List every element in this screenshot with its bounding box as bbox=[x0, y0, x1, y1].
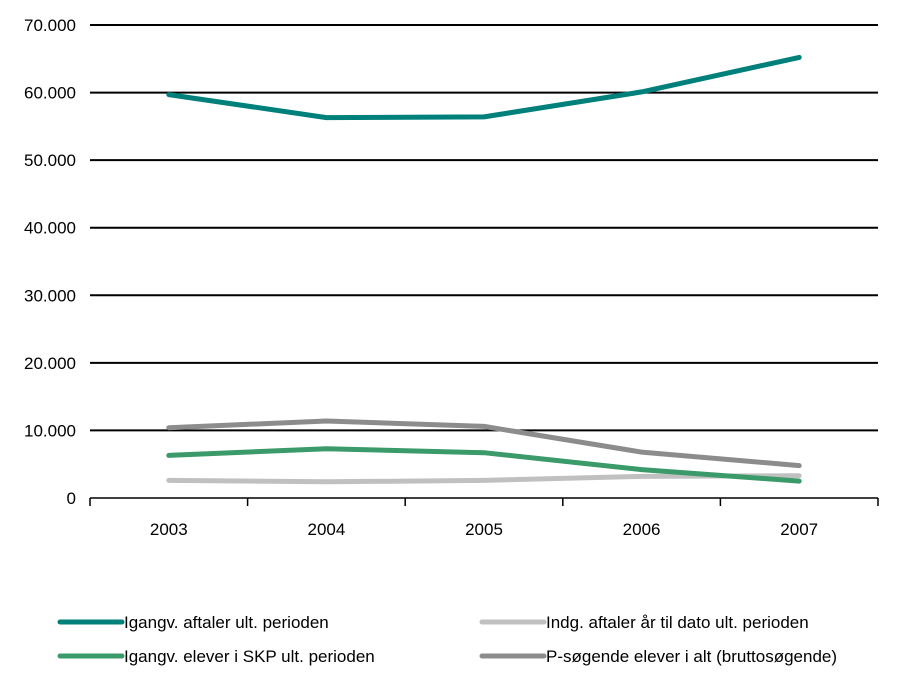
y-tick-label: 70.000 bbox=[24, 16, 76, 35]
x-tick-label: 2007 bbox=[780, 520, 818, 539]
y-tick-label: 40.000 bbox=[24, 219, 76, 238]
y-tick-label: 50.000 bbox=[24, 151, 76, 170]
legend-label: P-søgende elever i alt (bruttosøgende) bbox=[546, 647, 837, 666]
legend: Igangv. aftaler ult. perioden Indg. aftal… bbox=[57, 613, 837, 666]
x-tick-label: 2006 bbox=[623, 520, 661, 539]
x-axis-tick-labels: 2003 2004 2005 2006 2007 bbox=[150, 520, 818, 539]
series-line bbox=[166, 446, 802, 484]
y-tick-label: 10.000 bbox=[24, 421, 76, 440]
series-line bbox=[166, 54, 802, 121]
y-tick-label: 60.000 bbox=[24, 84, 76, 103]
series-line bbox=[166, 473, 802, 485]
legend-label: Indg. aftaler år til dato ult. perioden bbox=[546, 613, 809, 632]
axes bbox=[89, 497, 879, 506]
x-tick-label: 2004 bbox=[307, 520, 345, 539]
x-tick-label: 2005 bbox=[465, 520, 503, 539]
legend-label: Igangv. elever i SKP ult. perioden bbox=[124, 647, 375, 666]
y-tick-label: 0 bbox=[67, 489, 76, 508]
gridlines bbox=[90, 24, 878, 432]
series-line bbox=[166, 418, 802, 469]
y-axis-tick-labels: 0 10.000 20.000 30.000 40.000 50.000 60.000 70.… bbox=[24, 16, 76, 508]
y-tick-label: 30.000 bbox=[24, 286, 76, 305]
y-tick-label: 20.000 bbox=[24, 354, 76, 373]
series-lines bbox=[166, 54, 802, 485]
legend-label: Igangv. aftaler ult. perioden bbox=[124, 613, 329, 632]
x-tick-label: 2003 bbox=[150, 520, 188, 539]
